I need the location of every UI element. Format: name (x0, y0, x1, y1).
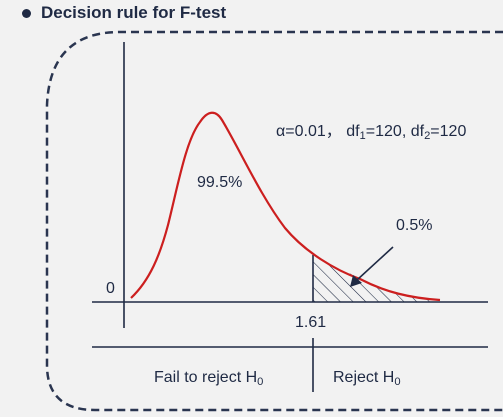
critical-value-label: 1.61 (295, 314, 327, 331)
alpha-value: α=0.01 (276, 123, 326, 140)
f-distribution-curve (130, 111, 441, 302)
dashed-frame (45, 30, 503, 412)
diagram-heading: Decision rule for F-test (22, 3, 226, 23)
df2-prefix: df (410, 123, 425, 140)
parameters-label: α=0.01， df1=120, df2=120 (276, 117, 466, 142)
param-separator: ， (325, 123, 342, 140)
reject-subscript: 0 (394, 375, 401, 388)
pointer-arrow-icon (350, 246, 394, 287)
reject-text: Reject H (333, 369, 395, 386)
tail-percent-label: 0.5% (396, 217, 433, 234)
rejection-region-hatch (313, 255, 440, 302)
body-percent-label: 99.5% (197, 174, 243, 191)
diagram-title: Decision rule for F-test (41, 3, 227, 22)
df2-subscript: 2 (424, 129, 431, 142)
fail-to-reject-text: Fail to reject H (154, 369, 258, 386)
df2-value: =120 (430, 123, 467, 140)
fail-to-reject-subscript: 0 (257, 375, 264, 388)
df1-prefix: df (346, 123, 360, 140)
df1-subscript: 1 (359, 129, 366, 142)
fail-to-reject-label: Fail to reject H0 (154, 369, 263, 388)
bullet-dot-icon (22, 8, 31, 18)
origin-label: 0 (106, 280, 115, 297)
reject-label: Reject H0 (333, 369, 401, 388)
df1-value: =120, (365, 123, 411, 140)
